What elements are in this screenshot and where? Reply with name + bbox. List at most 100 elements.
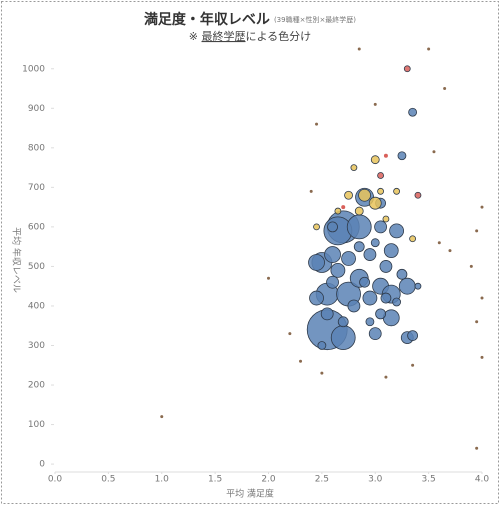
bubble [337, 316, 349, 328]
bubble [375, 308, 386, 320]
bubble [382, 215, 390, 223]
bubble [377, 187, 384, 195]
bubble [397, 151, 407, 161]
bubble [383, 153, 388, 158]
bubble [411, 363, 415, 367]
bubble [334, 207, 342, 215]
subtitle-group: ※ 最終学歴による色分け [189, 29, 311, 43]
x-tick-label: 1.5 [208, 475, 222, 485]
bubble [414, 282, 422, 290]
x-tick-label: 0.0 [48, 475, 63, 485]
bubble [437, 241, 441, 245]
bubble [354, 206, 364, 216]
bubble [432, 150, 436, 154]
bubble [330, 325, 356, 350]
y-tick-label: 300 [28, 341, 45, 351]
x-tick-label: 3.5 [421, 475, 435, 485]
y-tick-label: 0 [39, 460, 45, 470]
bubble [299, 359, 303, 363]
bubble [379, 260, 393, 273]
subtitle-link[interactable]: 最終学歴 [202, 29, 246, 43]
bubble [480, 205, 484, 209]
bubble [309, 189, 313, 193]
bubble [327, 221, 338, 233]
bubble [313, 223, 320, 231]
bubble [389, 223, 405, 239]
bubble [380, 292, 392, 304]
bubble [160, 415, 164, 419]
x-tick-label: 3.0 [368, 475, 383, 485]
bubble [374, 220, 387, 234]
y-tick-label: 700 [28, 183, 45, 193]
bubble [370, 155, 380, 165]
bubble [358, 188, 371, 202]
bubble [409, 235, 417, 243]
bubble [362, 290, 378, 306]
bubble [359, 276, 370, 288]
bubble [309, 290, 324, 306]
bubble [350, 164, 358, 171]
bubble [341, 251, 356, 266]
bubble [443, 87, 447, 91]
y-axis-label: 平均 年収レベル [11, 227, 23, 293]
y-tick-label: 200 [28, 381, 45, 391]
bubble [330, 262, 346, 278]
bubble [480, 296, 484, 300]
subtitle-suffix: による色分け [246, 29, 312, 43]
bubble [414, 191, 422, 199]
bubble [357, 47, 361, 51]
bubble [308, 254, 325, 271]
bubble [475, 229, 479, 233]
bubble [315, 122, 319, 126]
bubble [368, 327, 382, 341]
x-tick-label: 2.0 [261, 475, 276, 485]
bubble [475, 446, 479, 450]
x-tick-label: 4.0 [475, 475, 490, 485]
y-tick-label: 900 [28, 104, 45, 114]
bubble [377, 172, 384, 179]
y-tick-label: 100 [28, 420, 45, 430]
bubble [393, 187, 401, 195]
bubble [408, 107, 418, 117]
bubble [347, 299, 361, 313]
bubble [475, 320, 479, 324]
bubble [392, 297, 402, 307]
bubble [317, 341, 327, 350]
bubble [384, 375, 388, 379]
bubble [363, 248, 377, 261]
x-tick-label: 0.5 [101, 475, 115, 485]
bubble [407, 330, 419, 342]
chart-title: 満足度・年収レベル [144, 11, 270, 28]
chart-title-group: 満足度・年収レベル (39職種×性別×最終学歴) [144, 11, 356, 28]
y-tick-label: 400 [28, 301, 45, 311]
bubble [344, 190, 353, 200]
bubble [341, 205, 346, 210]
bubble [403, 65, 411, 73]
x-axis-label: 平均 満足度 [226, 488, 274, 500]
bubble [320, 307, 334, 321]
subtitle-prefix: ※ [189, 30, 202, 43]
bubble [427, 47, 431, 51]
bubble [368, 196, 382, 210]
x-tick-label: 1.0 [155, 475, 170, 485]
bubble [480, 355, 484, 359]
bubble [353, 241, 365, 253]
bubble [383, 243, 399, 259]
title-note: (39職種×性別×最終学歴) [274, 15, 356, 24]
y-tick-label: 500 [28, 262, 45, 272]
bubble [373, 102, 377, 106]
bubble [365, 317, 375, 327]
x-tick-label: 2.5 [315, 475, 329, 485]
bubble [346, 214, 372, 240]
bubble [288, 332, 292, 336]
bubble [448, 249, 452, 253]
bubble [267, 276, 270, 280]
y-tick-label: 800 [28, 143, 45, 153]
y-tick-label: 1000 [22, 64, 45, 74]
y-tick-label: 600 [28, 222, 45, 232]
bubble [396, 268, 408, 280]
bubble [370, 238, 380, 248]
bubble [398, 277, 416, 295]
